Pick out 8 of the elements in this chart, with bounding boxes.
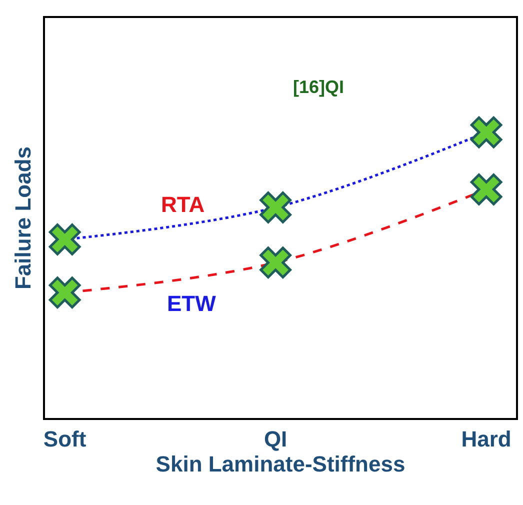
x-tick-label: QI [264,426,288,452]
annotation: RTA [161,192,205,217]
x-tick-label: Soft [43,426,87,452]
x-axis-title: Skin Laminate-Stiffness [156,451,406,476]
text: [16]QI [293,77,344,97]
x-tick-label: Hard [461,426,512,452]
y-axis-title: Failure Loads [10,146,36,290]
annotation: ETW [167,291,216,316]
